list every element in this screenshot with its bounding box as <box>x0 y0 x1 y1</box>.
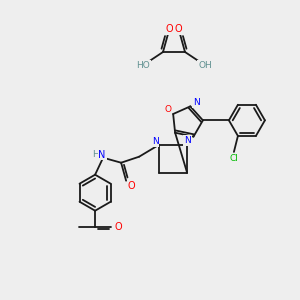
Text: N: N <box>98 150 106 160</box>
Text: OH: OH <box>198 61 212 70</box>
Text: N: N <box>184 136 191 145</box>
Text: N: N <box>193 98 200 107</box>
Text: N: N <box>152 137 158 146</box>
Text: HO: HO <box>136 61 150 70</box>
Text: O: O <box>114 222 122 232</box>
Text: O: O <box>165 106 172 115</box>
Text: O: O <box>174 24 182 34</box>
Text: O: O <box>127 181 135 191</box>
Text: H: H <box>92 150 98 159</box>
Text: O: O <box>165 24 173 34</box>
Text: Cl: Cl <box>230 154 238 164</box>
